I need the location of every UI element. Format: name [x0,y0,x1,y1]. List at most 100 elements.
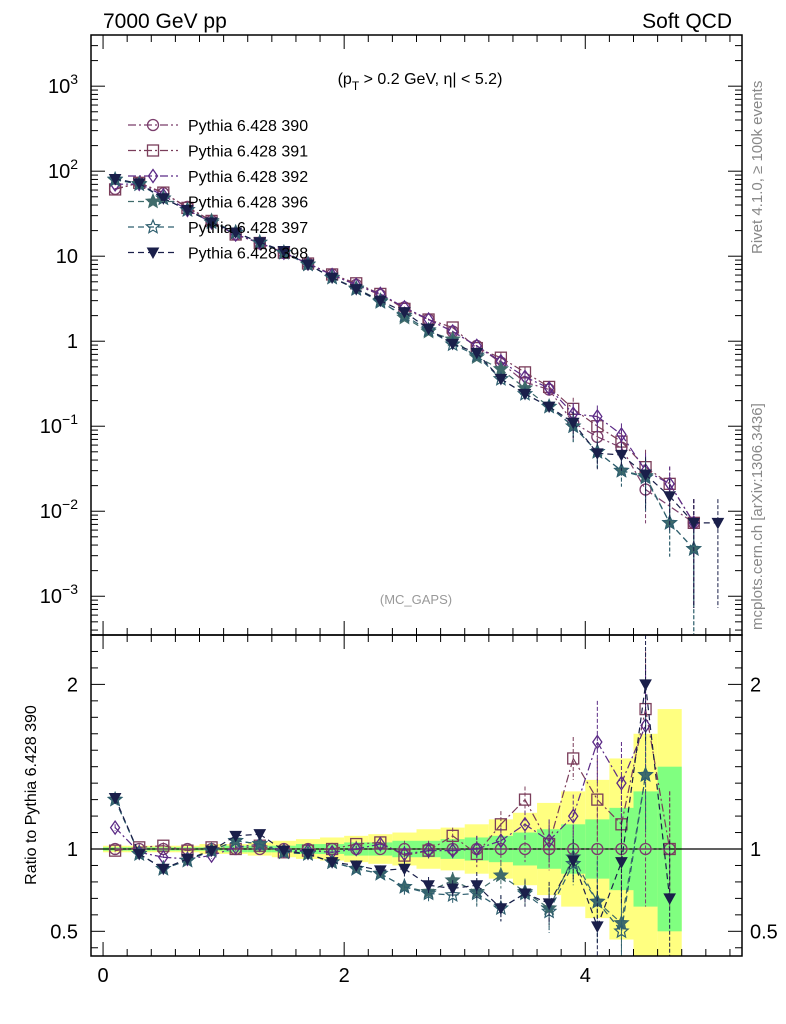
data-point [253,829,267,841]
legend-marker [146,247,160,260]
series-segment [476,884,502,909]
series-segment [572,863,598,902]
data-point [132,848,146,861]
data-point [251,835,268,851]
data-point [566,855,580,868]
data-point [325,272,339,285]
series-s397 [106,170,702,634]
series-segment [596,861,623,927]
mcplots-label: mcplots.cern.ch [arXiv:1306.3436] [749,403,766,630]
data-point [229,830,243,843]
series-segment [597,425,622,443]
main-y-tick-label: 10 [56,246,78,268]
series-segment [596,741,622,784]
series-segment [452,835,478,855]
data-point [613,922,630,939]
x-tick-label: 4 [580,965,591,987]
data-point [661,514,678,530]
data-point [543,380,555,396]
legend-label: Pythia 6.428 397 [188,220,308,237]
series-segment [452,884,477,890]
data-point [519,816,531,832]
series-segment [669,483,695,524]
series-segment [332,861,357,867]
legend-item: Pythia 6.428 390 [128,118,308,135]
data-point [301,848,315,861]
series-segment [283,850,309,855]
data-point [616,426,627,443]
series-segment [620,708,647,825]
data-point [471,841,483,857]
cut-annotation: (pT > 0.2 GeV, η| < 5.2) [338,71,503,93]
ratio-x-ticks: 0 2 4 [97,635,731,987]
data-point [109,819,121,836]
main-panel: 10−3 10−2 10−1 1 10 102 103 (pT > 0.2 GeV, η| … [40,34,743,636]
data-point [325,857,339,869]
series-segment [596,416,622,435]
data-point [492,866,510,883]
series-segment [548,386,574,410]
data-point [398,307,411,319]
data-point [373,865,387,877]
data-point [447,843,458,859]
series-segment [596,901,622,932]
series-segment [597,452,622,456]
data-point [446,883,460,896]
data-point [494,903,508,915]
series-segment [163,845,188,852]
series-segment [500,360,526,378]
data-point [373,295,387,308]
series-segment [572,422,598,454]
data-point [181,853,194,866]
legend-marker [146,118,160,132]
data-point [543,833,555,849]
series-s391 [108,176,700,608]
main-y-tick-label: 10−1 [40,411,78,438]
data-point [615,857,628,869]
data-point [664,476,675,492]
series-segment [114,797,140,855]
data-point [518,842,532,856]
data-point [399,846,410,862]
series-segment [500,799,526,825]
series-segment [669,495,695,524]
data-point [663,893,677,905]
data-point [156,193,170,205]
legend-item: Pythia 6.428 396 [128,192,308,212]
ratio-panel: 0.5 0.5 1 1 2 2 0 2 4 Ratio to Pythia 6.428 390 [23,634,778,987]
data-point [422,880,435,892]
series-segment [524,376,550,389]
data-point [542,401,556,414]
legend-marker [146,144,160,157]
series-segment [596,799,622,825]
legend-label: Pythia 6.428 390 [188,118,308,135]
data-point [518,888,532,900]
series-segment [620,434,647,472]
data-point [639,469,652,482]
legend-marker [144,192,162,209]
series-segment [572,741,598,817]
main-y-tick-label: 10−2 [40,496,78,523]
data-point [711,517,725,530]
data-point [398,863,411,876]
data-point [518,793,532,806]
main-y-tick-label: 103 [48,71,78,98]
series-segment [235,833,260,837]
main-y-tick-label: 10−3 [40,581,78,608]
data-point [495,833,507,849]
data-point [613,462,630,478]
ratio-y-tick-label: 1 [67,839,78,861]
series-s390 [108,176,700,608]
series-segment [500,823,526,842]
data-point [685,540,702,556]
series-segment [548,863,574,912]
series-segment [572,860,598,927]
data-point [687,517,701,530]
series-segment [476,352,502,380]
data-point [181,204,194,217]
series-segment [620,725,647,784]
data-point [639,842,652,856]
ratio-y-tick-label-right: 2 [750,674,761,696]
data-point [470,347,484,360]
header-left: 7000 GeV pp [103,10,227,33]
